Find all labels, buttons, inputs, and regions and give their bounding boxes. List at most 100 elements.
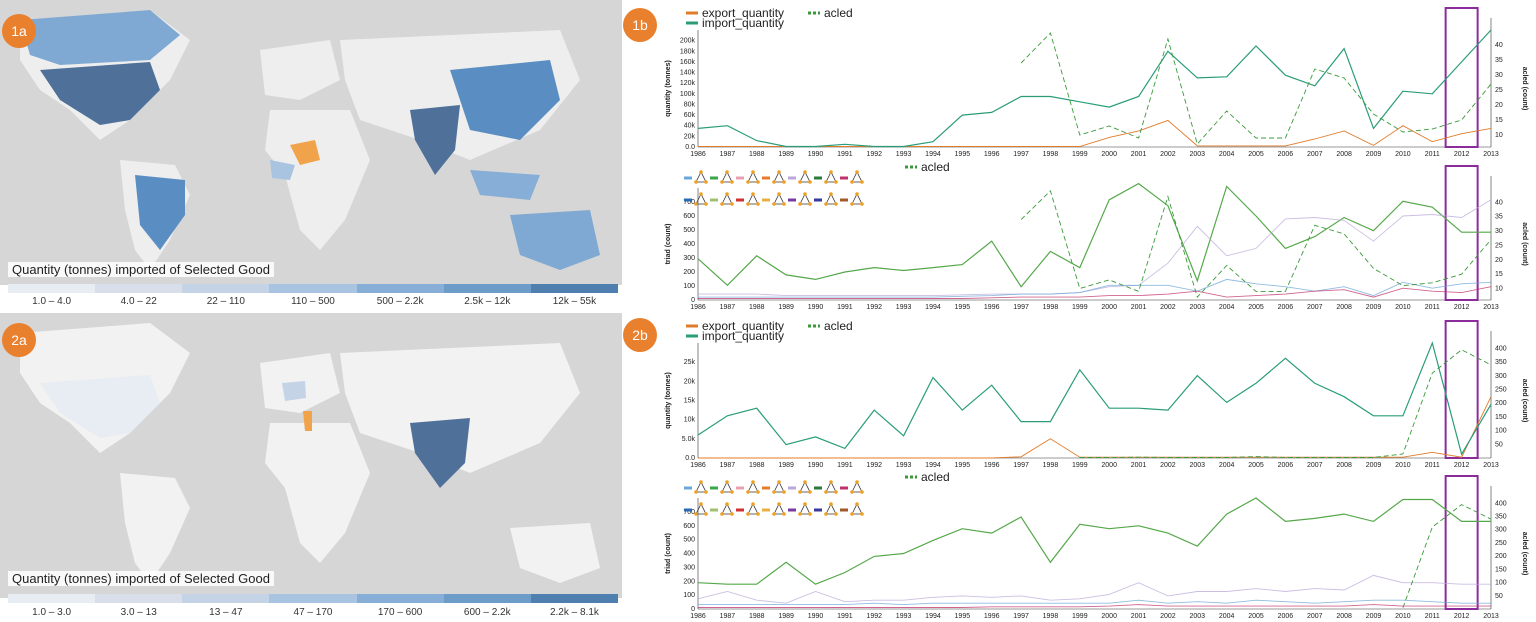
x-tick-label: 1986 <box>690 462 706 469</box>
triad-motif-icon <box>799 503 811 515</box>
x-tick-label: 2006 <box>1278 151 1294 158</box>
triad-node <box>798 180 802 184</box>
chart-svg-1b-top[interactable]: 1986 1987 1988 1989 1990 1991 1992 1993 1994 1995… <box>660 0 1536 160</box>
triad-node <box>725 480 729 484</box>
x-tick-label: 2007 <box>1307 304 1323 311</box>
x-tick-label: 2007 <box>1307 613 1323 620</box>
triad-motif-icon <box>747 481 759 493</box>
x-tick-label: 1997 <box>1013 151 1029 158</box>
y-tick-label: 20k <box>684 133 696 140</box>
chart-2b-top[interactable]: 1986 1987 1988 1989 1990 1991 1992 1993 1994 1995… <box>660 313 1536 471</box>
x-tick-label: 1990 <box>808 462 824 469</box>
triad-motif-icon <box>825 193 837 205</box>
y-axis-label: triad (count) <box>665 224 672 265</box>
china <box>450 60 560 140</box>
y2-axis-label: acled (count) <box>1521 222 1528 266</box>
triad-node <box>725 170 729 174</box>
x-tick-label: 1991 <box>837 462 853 469</box>
triad-motif-icon <box>773 193 785 205</box>
asia <box>340 343 580 473</box>
y2-tick-label: 200 <box>1495 400 1507 407</box>
x-tick-label: 2002 <box>1160 462 1176 469</box>
x-tick-label: 2000 <box>1101 613 1117 620</box>
series-line-export_quantity <box>698 396 1492 459</box>
chart-svg-1b-bottom[interactable]: 1986 1987 1988 1989 1990 1991 1992 1993 1994 1995… <box>660 158 1536 313</box>
y2-tick-label: 35 <box>1495 214 1503 221</box>
triad-node <box>720 490 724 494</box>
x-tick-label: 1995 <box>955 304 971 311</box>
triad-motif-icon <box>695 503 707 515</box>
triad-node <box>834 202 838 206</box>
australia <box>510 210 600 270</box>
triad-motif-icon <box>851 193 863 205</box>
triad-node <box>694 180 698 184</box>
y2-tick-label: 250 <box>1495 387 1507 394</box>
y2-tick-label: 10 <box>1495 286 1503 293</box>
x-tick-label: 1998 <box>1043 304 1059 311</box>
y-tick-label: 25k <box>684 359 696 366</box>
triad-node <box>746 512 750 516</box>
triad-motif-icon <box>773 171 785 183</box>
triad-node <box>798 512 802 516</box>
triad-node <box>751 170 755 174</box>
triad-node <box>808 512 812 516</box>
series-line-import_quantity <box>697 29 1492 148</box>
triad-node <box>720 512 724 516</box>
x-tick-label: 1994 <box>925 462 941 469</box>
x-tick-label: 2011 <box>1425 151 1440 158</box>
triad-node <box>772 180 776 184</box>
chart-2b-bottom[interactable]: 1986 1987 1988 1989 1990 1991 1992 1993 1994 1995… <box>660 468 1536 622</box>
x-tick-label: 2012 <box>1454 304 1470 311</box>
triad-motif-icon <box>721 193 733 205</box>
x-tick-label: 2001 <box>1131 151 1147 158</box>
x-tick-label: 1994 <box>925 304 941 311</box>
legend-labels-1a: 1.0 – 4.0 4.0 – 22 22 – 110 110 – 500 50… <box>8 296 618 307</box>
triad-motif-icon <box>747 503 759 515</box>
x-tick-label: 2013 <box>1483 613 1499 620</box>
y2-tick-label: 50 <box>1495 441 1503 448</box>
y2-axis-label: acled (count) <box>1521 532 1528 576</box>
y2-tick-label: 20 <box>1495 102 1503 109</box>
chart-svg-2b-bottom[interactable]: 1986 1987 1988 1989 1990 1991 1992 1993 1994 1995… <box>660 468 1536 622</box>
world-map-1a[interactable] <box>0 0 622 309</box>
triad-node <box>803 480 807 484</box>
triad-node <box>798 202 802 206</box>
map-panel-1a[interactable]: 1a Quantity (tonnes) imported of Selecte… <box>0 0 622 309</box>
x-tick-label: 2010 <box>1395 151 1411 158</box>
legend-label: 500 – 2.2k <box>376 296 424 307</box>
x-tick-label: 1990 <box>808 613 824 620</box>
chart-svg-2b-top[interactable]: 1986 1987 1988 1989 1990 1991 1992 1993 1994 1995… <box>660 313 1536 471</box>
legend-label: 600 – 2.2k <box>463 607 511 618</box>
triad-node <box>704 180 708 184</box>
triad-node <box>860 512 864 516</box>
triad-node <box>850 180 854 184</box>
x-tick-label: 2011 <box>1425 462 1440 469</box>
world-map-2a[interactable] <box>0 313 622 622</box>
triad-node <box>725 502 729 506</box>
x-tick-label: 2013 <box>1483 304 1499 311</box>
chart-1b-bottom[interactable]: 1986 1987 1988 1989 1990 1991 1992 1993 1994 1995… <box>660 158 1536 313</box>
triad-node <box>725 192 729 196</box>
x-tick-label: 1986 <box>690 151 706 158</box>
chart-1b-top[interactable]: 1986 1987 1988 1989 1990 1991 1992 1993 1994 1995… <box>660 0 1536 160</box>
brazil <box>135 175 185 250</box>
triad-node <box>782 512 786 516</box>
map-panel-2a[interactable]: 2a Quantity (tonnes) imported of Selecte… <box>0 313 622 622</box>
y-tick-label: 500 <box>683 537 695 544</box>
triad-node <box>756 202 760 206</box>
triad-node <box>803 192 807 196</box>
series-line-acled <box>1020 32 1492 145</box>
triad-motif-icon <box>799 481 811 493</box>
legend-bar-2a <box>8 594 618 603</box>
triad-node <box>824 202 828 206</box>
x-tick-label: 1999 <box>1072 462 1088 469</box>
triad-node <box>855 192 859 196</box>
x-tick-label: 2001 <box>1131 304 1147 311</box>
y2-tick-label: 350 <box>1495 514 1507 521</box>
series-line-triad_d <box>698 604 1491 608</box>
triad-node <box>704 512 708 516</box>
triad-node <box>777 480 781 484</box>
y-tick-label: 5.0k <box>682 436 696 443</box>
legend-label: 1.0 – 3.0 <box>32 607 72 618</box>
y2-tick-label: 25 <box>1495 87 1503 94</box>
